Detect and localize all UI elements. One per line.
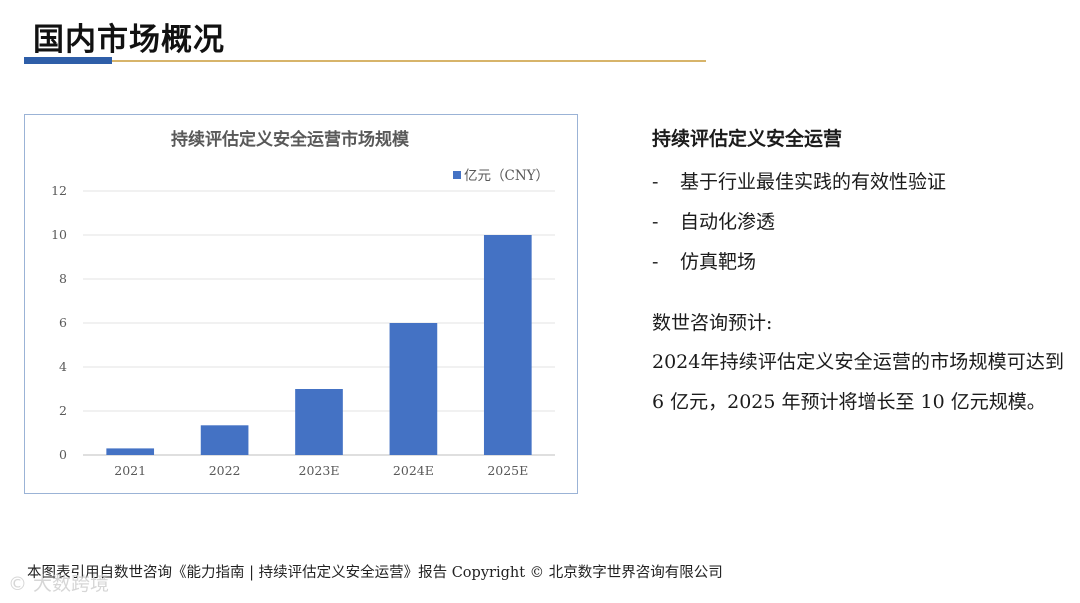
x-axis-ticks: 2021 2022 2023E 2024E 2025E — [114, 463, 528, 478]
bar-chart: 持续评估定义安全运营市场规模 0 2 4 6 8 10 12 2021 2022 2023E 20… — [24, 114, 578, 494]
y-tick-label: 12 — [51, 183, 67, 198]
y-axis-ticks: 0 2 4 6 8 10 12 — [51, 183, 67, 462]
list-item-text: 基于行业最佳实践的有效性验证 — [680, 171, 947, 193]
list-item: - 自动化渗透 — [652, 202, 1072, 242]
x-tick-label: 2025E — [487, 463, 528, 478]
legend-swatch — [453, 171, 461, 179]
list-dash: - — [652, 211, 659, 233]
legend: 亿元（CNY） — [453, 168, 549, 184]
bars — [106, 235, 532, 455]
summary-heading: 持续评估定义安全运营 — [652, 128, 843, 150]
y-tick-label: 0 — [59, 447, 67, 462]
summary-panel: 持续评估定义安全运营 - 基于行业最佳实践的有效性验证 - 自动化渗透 - 仿真… — [652, 124, 1072, 422]
y-tick-label: 10 — [51, 227, 67, 242]
bar-2021 — [106, 448, 155, 455]
title-underline — [112, 60, 706, 62]
list-item-text: 仿真靶场 — [680, 251, 757, 273]
bar-2022 — [200, 425, 249, 455]
feature-list: - 基于行业最佳实践的有效性验证 - 自动化渗透 - 仿真靶场 — [652, 162, 1072, 282]
list-dash: - — [652, 171, 659, 193]
bar-2024E — [389, 323, 438, 455]
y-tick-label: 4 — [59, 359, 67, 374]
y-tick-label: 8 — [59, 271, 67, 286]
gridlines — [83, 190, 555, 456]
title-underline-accent — [24, 57, 112, 64]
forecast-label: 数世咨询预计: — [652, 312, 773, 334]
list-item: - 仿真靶场 — [652, 242, 1072, 282]
y-tick-label: 2 — [59, 403, 67, 418]
bar-2023E — [295, 389, 343, 455]
bar-2025E — [483, 235, 532, 455]
x-tick-label: 2021 — [114, 463, 146, 478]
list-dash: - — [652, 251, 659, 273]
page-title: 国内市场概况 — [33, 22, 225, 58]
y-tick-label: 6 — [59, 315, 67, 330]
forecast-text: 2024年持续评估定义安全运营的市场规模可达到 6 亿元，2025 年预计将增长… — [652, 351, 1064, 413]
legend-label: 亿元（CNY） — [464, 168, 549, 184]
source-footnote: 本图表引用自数世咨询《能力指南 | 持续评估定义安全运营》报告 Copyrigh… — [27, 565, 723, 581]
x-tick-label: 2022 — [209, 463, 241, 478]
x-tick-label: 2023E — [299, 463, 340, 478]
list-item: - 基于行业最佳实践的有效性验证 — [652, 162, 1072, 202]
list-item-text: 自动化渗透 — [680, 211, 776, 233]
x-tick-label: 2024E — [393, 463, 434, 478]
chart-title: 持续评估定义安全运营市场规模 — [171, 129, 410, 150]
